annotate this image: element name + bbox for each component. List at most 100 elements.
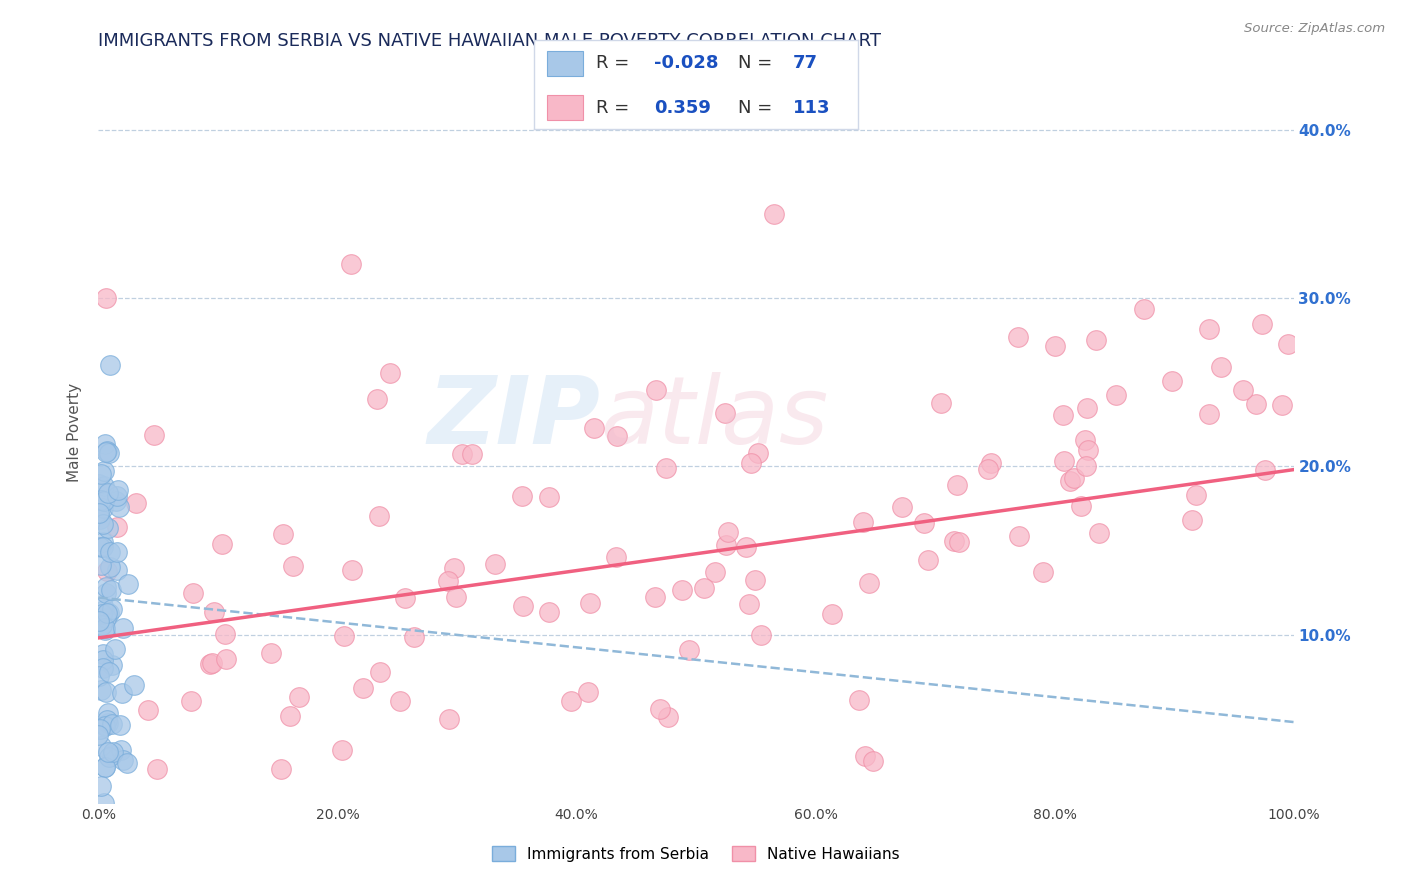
Point	[340, 563, 363, 577]
Point	[657, 710, 679, 724]
Point	[948, 535, 970, 549]
Point	[1133, 302, 1156, 317]
Point	[100, 658, 122, 673]
Point	[749, 627, 772, 641]
Point	[655, 461, 678, 475]
Point	[94, 586, 117, 600]
Point	[366, 392, 388, 407]
Point	[437, 713, 460, 727]
Point	[946, 477, 969, 491]
Point	[1077, 442, 1099, 457]
Point	[747, 446, 769, 460]
Point	[94, 760, 117, 774]
Point	[97, 706, 120, 721]
Point	[512, 599, 534, 614]
Point	[87, 669, 110, 683]
Point	[443, 561, 465, 575]
Bar	[547, 95, 583, 120]
Point	[87, 476, 110, 491]
Point	[929, 396, 952, 410]
Point	[112, 621, 135, 635]
Point	[101, 745, 124, 759]
Point	[402, 630, 425, 644]
Point	[1074, 433, 1097, 447]
Text: -0.028: -0.028	[654, 54, 718, 72]
Point	[202, 605, 225, 619]
Point	[112, 753, 135, 767]
Point	[862, 754, 884, 768]
Y-axis label: Male Poverty: Male Poverty	[67, 383, 83, 483]
Point	[1181, 513, 1204, 527]
Point	[115, 756, 138, 770]
Point	[848, 693, 870, 707]
Point	[890, 500, 912, 514]
Point	[644, 590, 666, 604]
Point	[1008, 529, 1031, 543]
Point	[94, 621, 117, 635]
Point	[1045, 338, 1067, 352]
Point	[94, 718, 117, 732]
Point	[96, 565, 118, 579]
Point	[650, 702, 672, 716]
Point	[1198, 408, 1220, 422]
Point	[94, 719, 117, 733]
Point	[200, 657, 222, 672]
Point	[105, 563, 128, 577]
Point	[111, 686, 134, 700]
Point	[744, 573, 766, 587]
Point	[96, 580, 118, 594]
Point	[1059, 474, 1081, 488]
Point	[91, 661, 114, 675]
Point	[96, 291, 118, 305]
Point	[714, 406, 737, 420]
Point	[1063, 471, 1085, 485]
Point	[270, 762, 292, 776]
Text: R =: R =	[596, 54, 634, 72]
Point	[821, 607, 844, 622]
Point	[1254, 463, 1277, 477]
Point	[101, 748, 124, 763]
Point	[97, 716, 120, 731]
Text: Source: ZipAtlas.com: Source: ZipAtlas.com	[1244, 22, 1385, 36]
Point	[97, 485, 120, 500]
Point	[917, 552, 939, 566]
Point	[287, 690, 309, 704]
Point	[678, 642, 700, 657]
Point	[368, 508, 391, 523]
Point	[278, 708, 301, 723]
Point	[1052, 408, 1074, 422]
Point	[90, 683, 112, 698]
Point	[90, 779, 112, 793]
Point	[93, 501, 115, 516]
Point	[91, 599, 114, 613]
Point	[87, 729, 110, 743]
Text: N =: N =	[738, 54, 778, 72]
Point	[87, 614, 110, 628]
Point	[1070, 499, 1092, 513]
Point	[91, 535, 114, 549]
Point	[858, 575, 880, 590]
Text: N =: N =	[738, 99, 778, 117]
Point	[124, 678, 146, 692]
Point	[107, 483, 129, 498]
Text: ZIP: ZIP	[427, 372, 600, 464]
Point	[96, 611, 118, 625]
Point	[484, 558, 506, 572]
Point	[181, 586, 204, 600]
Point	[117, 577, 139, 591]
Point	[110, 743, 132, 757]
Bar	[547, 51, 583, 76]
Text: 113: 113	[793, 99, 831, 117]
Point	[93, 494, 115, 508]
Point	[201, 656, 224, 670]
Point	[1232, 383, 1254, 397]
Point	[211, 537, 233, 551]
Point	[100, 560, 122, 574]
Point	[368, 665, 391, 680]
Point	[146, 762, 169, 776]
Point	[91, 653, 114, 667]
Point	[853, 748, 876, 763]
Point	[735, 540, 758, 554]
Point	[214, 627, 236, 641]
Point	[738, 597, 761, 611]
